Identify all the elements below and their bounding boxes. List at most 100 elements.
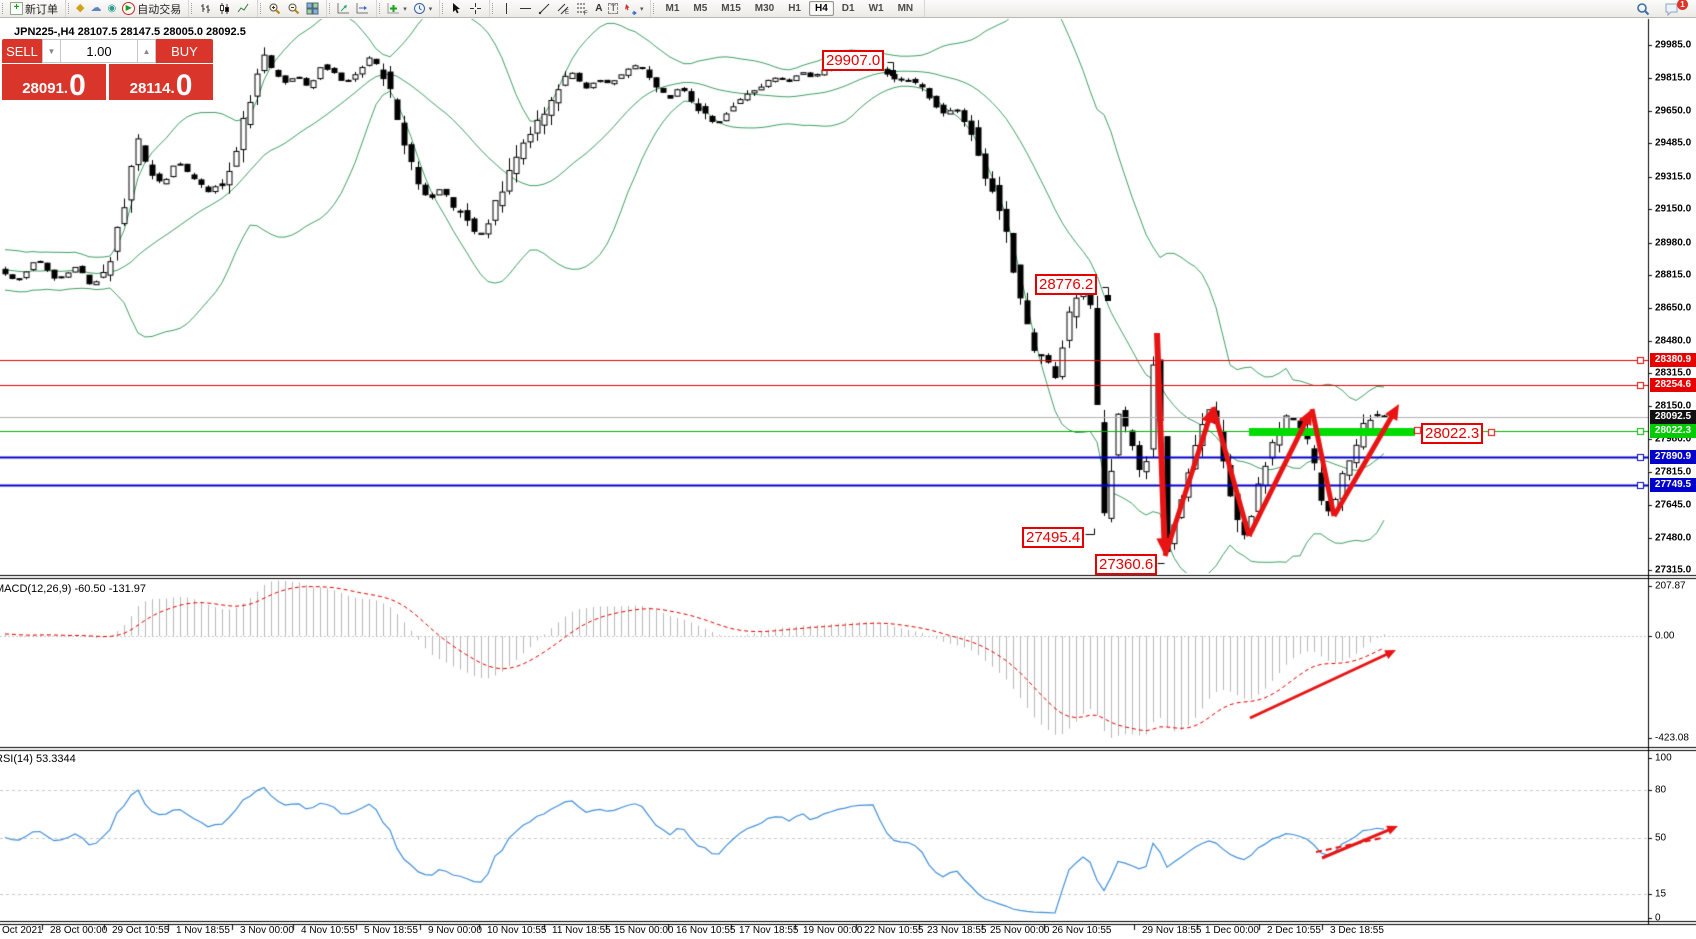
price-axis-tick: 28650.0 [1655,302,1692,313]
tile-windows-button[interactable] [303,1,322,16]
timeframe-m30-button[interactable]: M30 [754,3,775,14]
trendline-button[interactable] [535,1,554,16]
arrows-button[interactable]: ▾ [621,1,647,16]
macd-indicator-label: MACD(12,26,9) -60.50 -131.97 [0,583,147,595]
price-axis-tick: 29150.0 [1655,203,1692,215]
vline-icon [506,3,508,14]
search-button[interactable] [1633,1,1653,16]
timeframe-d1-button[interactable]: D1 [841,3,855,14]
time-axis-label: 11 Nov 18:55 [552,925,611,936]
time-axis-label: 1 Dec 00:00 [1205,925,1259,936]
price-tag[interactable]: 28776.2 [1035,274,1098,295]
price-axis-tick: 29485.0 [1655,137,1692,149]
price-axis-tick: 28980.0 [1655,237,1692,249]
vertical-line-button[interactable] [497,1,516,16]
clock-icon [413,3,425,14]
toolbar-right: 1 [1633,0,1696,16]
chart-canvas[interactable] [0,17,1696,939]
time-axis-label: 10 Nov 10:55 [487,925,547,936]
price-axis-tick: 29315.0 [1655,171,1692,183]
time-axis-label: 17 Nov 18:55 [739,925,799,936]
buy-button[interactable]: BUY [156,39,213,63]
price-axis-tick: 28150.0 [1655,400,1692,412]
time-axis-label: 5 Nov 18:55 [364,925,418,936]
price-tag[interactable]: 27360.6 [1095,554,1158,575]
equidistant-channel-button[interactable]: E [554,1,573,16]
price-badge: 28254.6 [1650,378,1696,393]
macd-axis-tick: -423.08 [1655,732,1689,744]
price-badge: 28092.5 [1650,410,1696,425]
chat-button[interactable]: 1 [1661,0,1688,16]
toolbar-group [189,0,259,17]
time-axis-label: 22 Nov 10:55 [864,925,924,936]
price-tag[interactable]: 29907.0 [822,50,885,71]
indicator-add-icon [387,3,400,14]
price-axis-tick: 27815.0 [1655,466,1692,478]
volume-decrease-button[interactable]: ▼ [42,39,61,63]
price-tag[interactable]: 27495.4 [1022,527,1085,548]
timeframe-h4-button[interactable]: H4 [809,1,834,16]
trendline-icon [539,3,550,15]
tile-icon [306,2,319,15]
price-axis-tick: 29815.0 [1655,72,1692,84]
sell-button[interactable]: SELL [2,39,42,63]
auto-scroll-button[interactable] [353,1,372,16]
timeframe-m1-button[interactable]: M1 [665,3,680,14]
price-axis-tick: 27315.0 [1655,564,1692,576]
toolbar: + 新订单 ◆ ☁ ◉ ▶ 自动交易 ▾ ▾ E F A T ▾ M1 M5 M15 M30 H1 H4 D1 W1 MN 1 [0,0,1696,18]
price-axis-tick: 28815.0 [1655,269,1692,281]
line-chart-button[interactable] [234,1,253,16]
chart-shift-button[interactable] [334,1,353,16]
timeframe-group: M1 M5 M15 M30 H1 H4 D1 W1 MN [651,0,926,17]
zoom-out-button[interactable] [284,1,303,16]
one-click-trading-panel: SELL ▼ 1.00 ▲ BUY 28091. 0 28114. 0 [2,39,213,100]
zoom-in-button[interactable] [265,1,284,16]
sell-price-pip: 0 [69,68,86,102]
fibonacci-button[interactable]: F [573,1,592,16]
timeframe-m5-button[interactable]: M5 [693,3,708,14]
periods-button[interactable]: ▾ [410,1,436,16]
timeframe-w1-button[interactable]: W1 [868,3,884,14]
buy-price-pip: 0 [175,68,193,102]
price-axis-tick: 27645.0 [1655,499,1692,511]
chart-shift-icon [337,3,350,14]
timeframe-m15-button[interactable]: M15 [721,3,741,14]
rsi-axis-tick: 15 [1655,888,1667,900]
toolbar-group [440,0,491,17]
hline-icon [520,8,532,9]
crosshair-button[interactable] [466,1,485,16]
styles-button[interactable]: ◆ [73,1,87,16]
time-axis-label: 1 Nov 18:55 [176,925,230,936]
bar-chart-button[interactable] [196,1,215,16]
sell-price[interactable]: 28091. 0 [2,64,106,100]
autotrading-button[interactable]: ▶ 自动交易 [119,1,184,16]
horizontal-line-button[interactable] [516,1,535,16]
price-axis-tick: 27480.0 [1655,532,1692,544]
signals-button[interactable]: ◉ [104,1,119,16]
price-tag[interactable]: 28022.3 [1421,423,1484,444]
time-axis-label: 29 Nov 18:55 [1142,925,1202,936]
toolbar-group: + 新订单 [0,0,66,17]
new-order-button[interactable]: + 新订单 [7,1,61,16]
channel-icon: E [557,3,569,15]
buy-price[interactable]: 28114. 0 [109,64,213,100]
time-axis-label: 16 Nov 10:55 [676,925,736,936]
chart-title: JPN225-,H4 28107.5 28147.5 28005.0 28092… [14,26,246,38]
gold-icon: ◆ [76,2,85,14]
search-icon [1637,2,1650,15]
price-badge: 28380.9 [1650,353,1696,368]
volume-increase-button[interactable]: ▲ [137,39,156,63]
volume-input[interactable]: 1.00 [61,39,137,63]
community-button[interactable]: ☁ [87,1,104,16]
svg-text:F: F [584,11,588,15]
candles-icon [220,3,230,14]
timeframe-h1-button[interactable]: H1 [788,3,801,14]
cursor-button[interactable] [447,1,466,16]
candlestick-button[interactable] [215,1,234,16]
timeframe-mn-button[interactable]: MN [897,3,914,14]
cursor-icon [453,3,461,14]
text-button[interactable]: A [592,1,605,16]
indicators-button[interactable]: ▾ [384,1,410,16]
text-label-button[interactable]: T [605,1,621,16]
